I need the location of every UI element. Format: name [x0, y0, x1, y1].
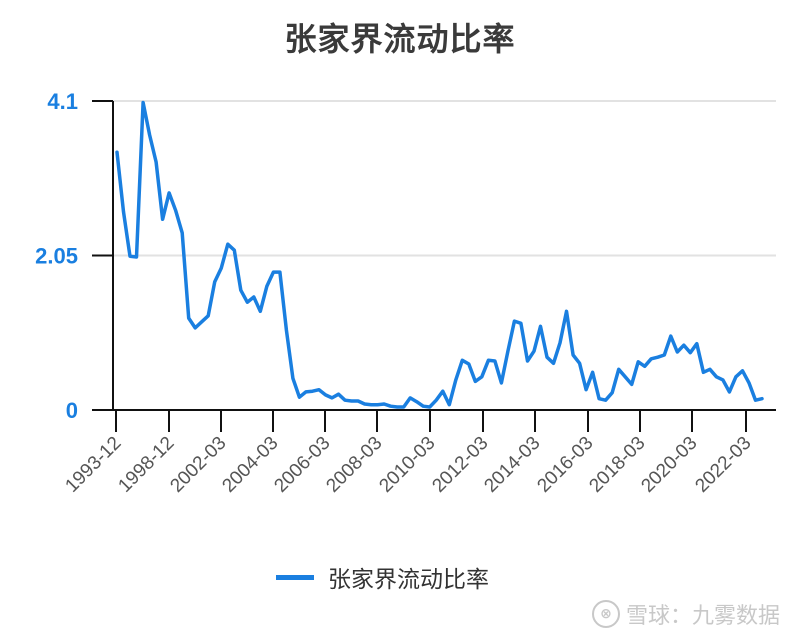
- legend-swatch: [276, 574, 314, 580]
- y-tick-label: 0: [66, 398, 78, 423]
- y-axis-labels: 0 2.05 4.1: [35, 89, 78, 423]
- x-tick-label: 1998-12: [114, 433, 178, 497]
- y-tick-label: 2.05: [35, 244, 78, 269]
- x-axis-ticks: [115, 410, 747, 432]
- x-axis-labels: 1993-121998-122002-032004-032006-032008-…: [61, 433, 755, 497]
- x-tick-label: 2010-03: [375, 433, 439, 497]
- chart-title: 张家界流动比率: [284, 20, 516, 58]
- legend: 张家界流动比率: [276, 560, 489, 594]
- gridlines: [92, 100, 776, 411]
- x-tick-label: 2012-03: [428, 433, 492, 497]
- legend-label: 张家界流动比率: [328, 567, 489, 593]
- line-chart: 02.054.1 1993-121998-122002-032004-03200…: [35, 89, 776, 497]
- x-tick-label: 2004-03: [218, 433, 282, 497]
- x-tick-label: 2018-03: [585, 433, 649, 497]
- series-line: [115, 100, 764, 409]
- snowball-logo-icon: ⊗: [591, 600, 620, 628]
- x-tick-label: 2008-03: [322, 433, 386, 497]
- watermark-text: 雪球：九雾数据: [625, 604, 780, 629]
- x-tick-label: 2016-03: [533, 433, 597, 497]
- x-tick-label: 2006-03: [270, 433, 334, 497]
- x-tick-label: 2014-03: [480, 433, 544, 497]
- x-tick-label: 2002-03: [166, 433, 230, 497]
- x-tick-label: 2022-03: [691, 433, 755, 497]
- y-tick-label: 4.1: [47, 89, 78, 114]
- x-tick-label: 1993-12: [61, 433, 125, 497]
- watermark: ⊗ 雪球：九雾数据: [591, 598, 780, 630]
- x-tick-label: 2020-03: [637, 433, 701, 497]
